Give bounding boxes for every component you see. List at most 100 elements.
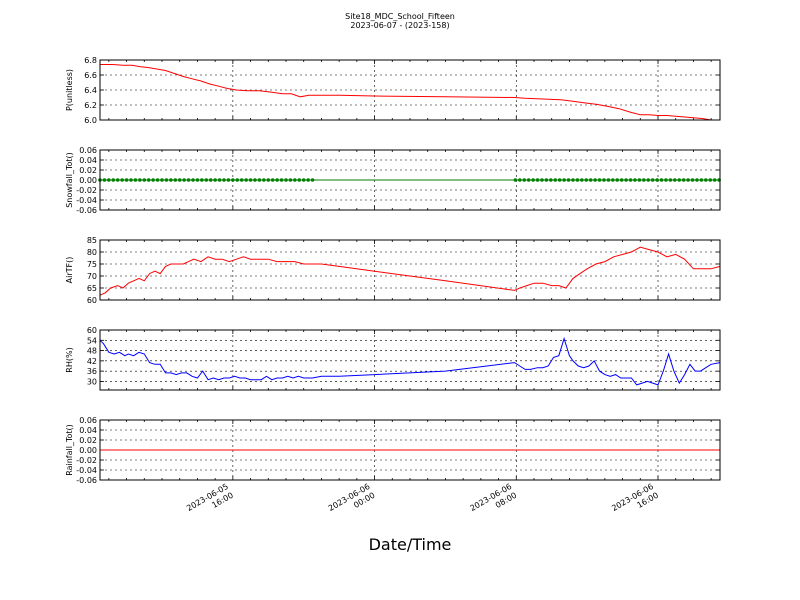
- panel-snowfall: 0.060.040.020.00-0.02-0.04-0.06Snowfall_…: [65, 146, 721, 215]
- y-tick-label: 6.8: [84, 56, 97, 65]
- x-axis-label: Date/Time: [369, 535, 452, 554]
- y-tick-label: 60: [87, 296, 97, 305]
- data-point: [535, 178, 540, 182]
- y-axis-label: RH(%): [65, 347, 74, 372]
- data-point: [549, 178, 553, 182]
- y-tick-label: 80: [87, 248, 97, 257]
- data-point: [208, 178, 213, 182]
- data-point: [602, 178, 606, 182]
- panel-rainfall: 0.060.040.020.00-0.02-0.04-0.06Rainfall_…: [65, 416, 721, 485]
- series-line: [99, 336, 721, 386]
- data-point: [562, 178, 566, 182]
- y-axis-label: Snowfall_Tot(): [65, 152, 74, 208]
- data-point: [571, 178, 575, 182]
- data-point: [611, 178, 615, 182]
- y-tick-label: 65: [87, 284, 97, 293]
- y-tick-label: -0.02: [76, 456, 97, 465]
- data-point: [544, 178, 549, 182]
- plot-frame: [99, 419, 721, 481]
- data-point: [584, 178, 589, 182]
- data-point: [580, 178, 584, 182]
- data-point: [217, 178, 222, 182]
- data-point: [177, 178, 182, 182]
- y-axis-label: Rainfall_Tot(): [65, 424, 74, 476]
- plot-frame: [99, 149, 721, 211]
- data-point: [155, 178, 160, 182]
- data-point: [615, 178, 620, 182]
- y-tick-label: 60: [87, 326, 97, 335]
- series-line: [99, 246, 721, 296]
- data-point: [646, 178, 651, 182]
- y-tick-label: -0.04: [76, 466, 97, 475]
- data-point: [708, 178, 713, 182]
- data-point: [597, 178, 602, 182]
- data-point: [704, 178, 708, 182]
- y-tick-label: 0.06: [79, 416, 97, 425]
- data-point: [248, 178, 253, 182]
- data-point: [142, 178, 147, 182]
- panel-pressure: 6.8 6.6 6.4 6.2 6.0 P(unitless): [65, 56, 721, 125]
- data-point: [120, 178, 124, 182]
- data-point: [111, 178, 116, 182]
- chart-subtitle: 2023-06-07 - (2023-158): [350, 21, 449, 30]
- data-point: [659, 178, 664, 182]
- data-point: [284, 178, 288, 182]
- y-tick-label: 0.00: [79, 176, 97, 185]
- y-tick-label: 6.2: [84, 101, 97, 110]
- data-point: [191, 178, 195, 182]
- data-point: [575, 178, 580, 182]
- data-point: [288, 178, 293, 182]
- plot-frame: [99, 59, 721, 121]
- data-point: [681, 178, 686, 182]
- data-point: [306, 178, 310, 182]
- y-tick-label: 30: [87, 377, 97, 386]
- data-point: [557, 178, 562, 182]
- data-point: [673, 178, 677, 182]
- y-tick-label: 42: [87, 357, 97, 366]
- data-point: [169, 178, 173, 182]
- data-point: [664, 178, 668, 182]
- y-tick-label: 0.04: [79, 156, 97, 165]
- data-point: [695, 178, 699, 182]
- data-point: [124, 178, 129, 182]
- data-point: [690, 178, 695, 182]
- data-point: [160, 178, 164, 182]
- data-point: [642, 178, 646, 182]
- y-tick-label: 6.4: [84, 86, 97, 95]
- data-point: [293, 178, 297, 182]
- data-point: [231, 178, 235, 182]
- data-point: [588, 178, 593, 182]
- y-tick-label: 0.04: [79, 426, 97, 435]
- data-point: [297, 178, 302, 182]
- y-tick-label: 0.00: [79, 446, 97, 455]
- data-point: [200, 178, 204, 182]
- y-tick-label: 6.0: [84, 116, 97, 125]
- data-point: [540, 178, 544, 182]
- data-point: [107, 178, 111, 182]
- data-point: [195, 178, 200, 182]
- series-line: [100, 64, 720, 121]
- data-point: [275, 178, 279, 182]
- data-point: [301, 178, 306, 182]
- data-point: [164, 178, 169, 182]
- data-point: [655, 178, 659, 182]
- y-axis-label: P(unitless): [65, 69, 74, 111]
- panel-airtemp: 85 80 75 70 65 60 AirTF(): [65, 236, 721, 305]
- y-tick-label: 85: [87, 236, 97, 245]
- data-point: [151, 178, 155, 182]
- data-point: [257, 178, 262, 182]
- data-point: [593, 178, 597, 182]
- data-point: [173, 178, 178, 182]
- data-point: [129, 178, 133, 182]
- data-point: [253, 178, 257, 182]
- data-point: [270, 178, 275, 182]
- y-tick-label: -0.06: [76, 476, 97, 485]
- data-point: [633, 178, 637, 182]
- y-tick-label: -0.02: [76, 186, 97, 195]
- y-tick-label: 75: [87, 260, 97, 269]
